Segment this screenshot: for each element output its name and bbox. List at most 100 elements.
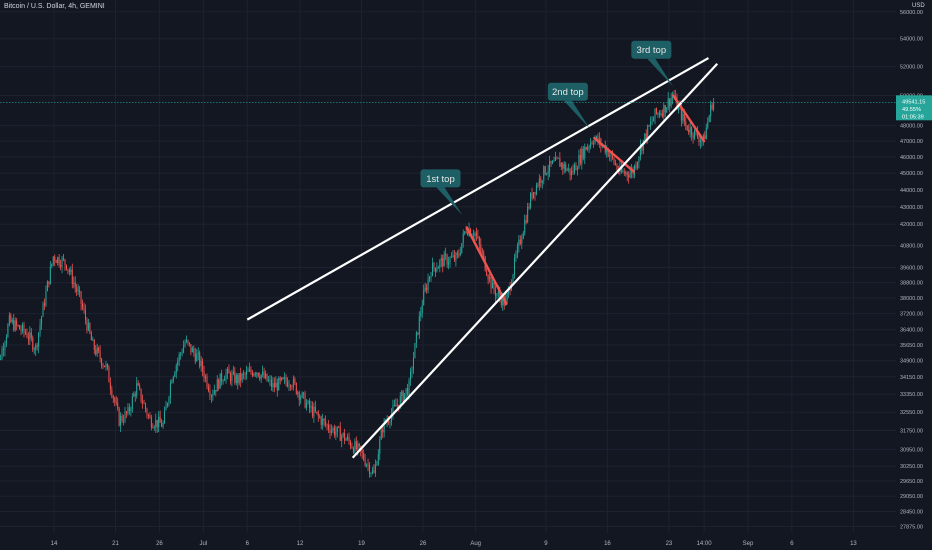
time-axis[interactable]: 14 21 26 Jul 6 12 19 26 Aug 9 16 23 14:00 Sep 6 13 (0, 537, 932, 550)
candle (330, 424, 332, 436)
candle-body (172, 376, 174, 382)
callout-text: 1st top (426, 174, 455, 185)
candle-body (219, 373, 221, 389)
candle-body (436, 268, 438, 272)
candle-body (467, 231, 469, 235)
candle-body (137, 383, 139, 386)
last-price-label: 49541.15 49.55%01:05:39 (0, 95, 932, 121)
last-price-box (896, 95, 932, 121)
candle-body (41, 316, 43, 325)
candle (51, 263, 53, 269)
candle (27, 332, 29, 345)
candle-body (474, 232, 476, 237)
candle (41, 315, 43, 331)
candle (699, 135, 701, 149)
candle (262, 365, 264, 378)
price-axis-bg (896, 0, 932, 550)
candle (597, 133, 599, 146)
price-axis[interactable]: 56000.0054000.0052000.0050000.0048000.00… (896, 0, 932, 550)
candle (667, 92, 669, 110)
candle (26, 328, 28, 339)
candle (639, 139, 641, 161)
candle-body (29, 332, 31, 340)
candle-body (685, 121, 687, 126)
candle (345, 437, 347, 441)
candle-body (216, 379, 218, 392)
candle (344, 428, 346, 445)
candle-body (585, 146, 587, 150)
candle-body (692, 135, 694, 139)
candle-body (680, 107, 682, 121)
candle-body (658, 113, 660, 115)
candle-body (314, 406, 316, 412)
candle-body (389, 421, 391, 423)
time-tick-label: 19 (358, 541, 365, 547)
candle-body (556, 157, 558, 159)
candle-body (625, 172, 627, 174)
candle-body (328, 424, 330, 430)
candle (638, 156, 640, 169)
candle-body (519, 239, 521, 244)
candle (125, 410, 127, 419)
candle-body (134, 393, 136, 396)
candle (298, 390, 300, 407)
candle-body (379, 439, 381, 454)
candle (16, 317, 18, 331)
candle-body (590, 142, 592, 147)
candle-body (22, 324, 24, 331)
candle-body (144, 403, 147, 410)
candle-body (708, 116, 710, 122)
candle-body (593, 143, 595, 144)
candle (131, 393, 133, 413)
candle-body (207, 386, 209, 391)
candle-body (225, 373, 227, 379)
candle (115, 395, 117, 406)
price-tick-label: 27875.00 (900, 525, 923, 531)
candle-body (377, 453, 379, 465)
candle (556, 156, 558, 160)
candle (456, 250, 458, 259)
callout-pointer (436, 187, 463, 216)
candle-body (14, 320, 16, 331)
candle (11, 317, 13, 325)
candle (459, 246, 461, 257)
candle-body (0, 358, 2, 360)
candle (244, 371, 246, 381)
candle (99, 345, 101, 363)
candle-body (127, 407, 129, 414)
candle-body (298, 392, 300, 400)
candle (658, 110, 660, 119)
candle (575, 162, 577, 171)
candle-body (273, 383, 275, 388)
candle (216, 375, 218, 392)
candle-body (616, 164, 618, 170)
candle (525, 214, 527, 225)
candle-body (579, 154, 581, 164)
candle (96, 343, 98, 357)
candle-body (5, 336, 7, 344)
candle (430, 272, 432, 282)
candle (190, 344, 192, 356)
candle (158, 411, 160, 433)
price-tick-label: 34900.00 (900, 359, 923, 365)
candle (590, 137, 592, 150)
candle (402, 389, 404, 403)
candle-body (267, 380, 270, 382)
candle-body (573, 165, 576, 173)
candle-body (224, 378, 226, 381)
candle (666, 107, 668, 113)
candle (429, 275, 431, 283)
candle (374, 459, 376, 477)
candle-body (254, 373, 256, 375)
candle-body (607, 148, 609, 157)
candle (588, 144, 590, 154)
candle-body (161, 422, 163, 427)
candle-body (124, 411, 126, 422)
candle-body (696, 131, 698, 138)
candle-body (352, 447, 354, 453)
candle-body (71, 269, 73, 284)
candle-body (76, 286, 78, 292)
candle-body (153, 427, 155, 428)
candle (124, 407, 126, 424)
